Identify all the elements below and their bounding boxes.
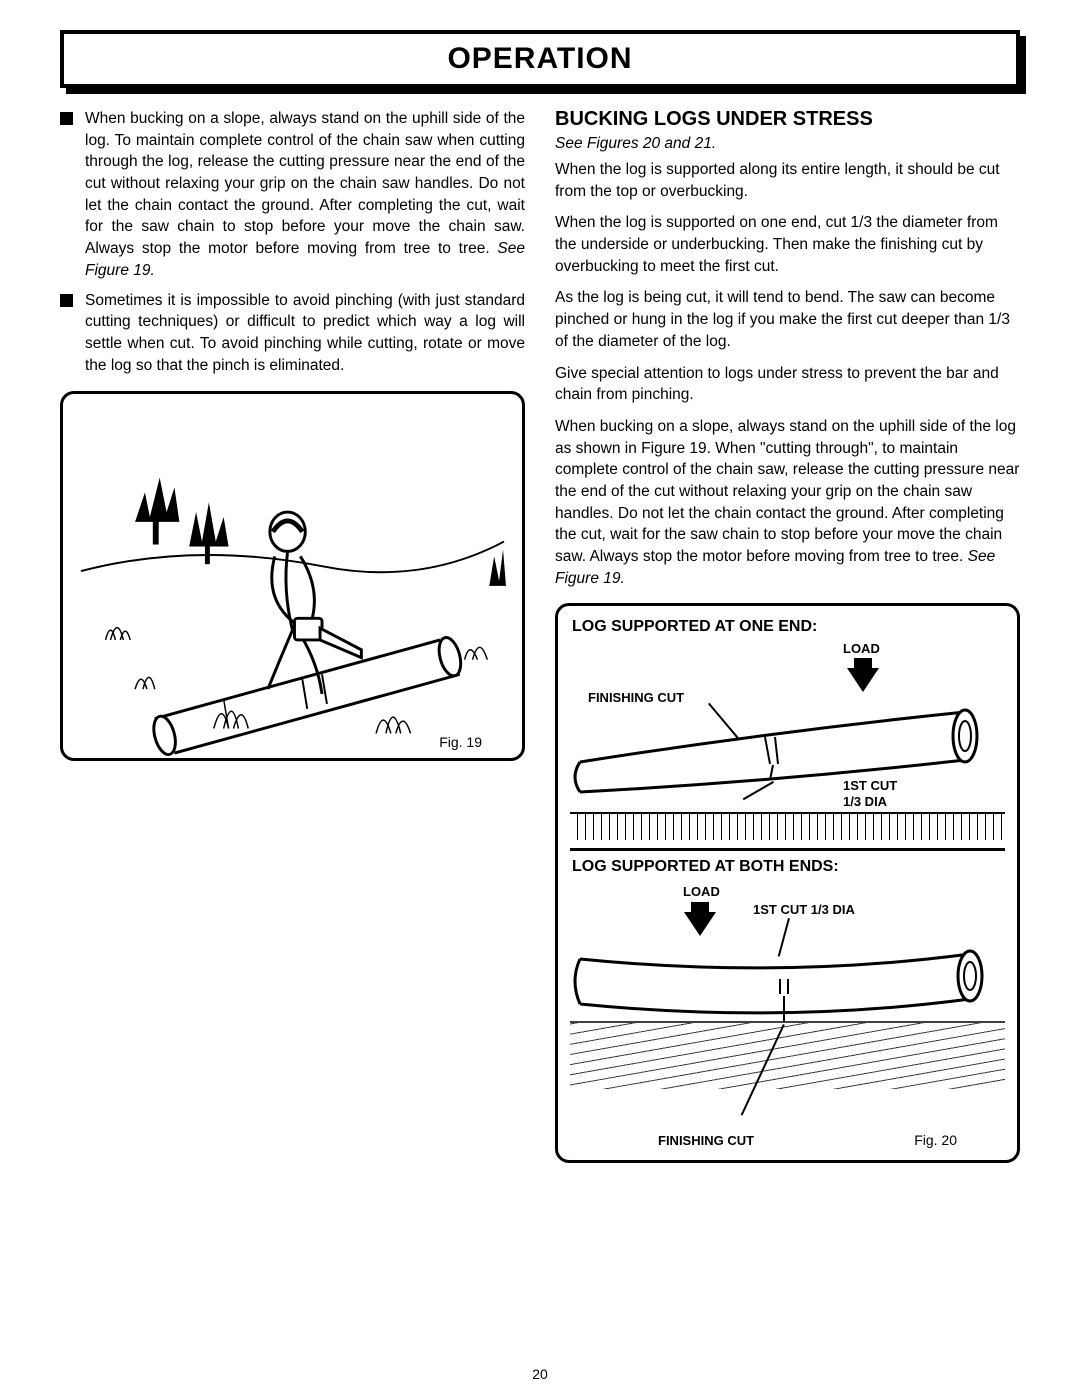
first-cut-label: 1ST CUT [843, 778, 897, 793]
paragraph: Give special attention to logs under str… [555, 363, 1020, 406]
right-column: BUCKING LOGS UNDER STRESS See Figures 20… [555, 108, 1020, 1163]
see-figures-ref: See Figures 20 and 21. [555, 135, 1020, 153]
divider-line [570, 848, 1005, 851]
figure-20-box: LOG SUPPORTED AT ONE END: LOAD FINISHING… [555, 603, 1020, 1163]
figure-19-illustration [63, 394, 522, 758]
load-arrow-icon-2 [684, 912, 716, 936]
left-column: When bucking on a slope, always stand on… [60, 108, 525, 1163]
paragraph: When the log is supported along its enti… [555, 159, 1020, 202]
ground-pattern-2 [570, 1021, 1005, 1089]
paragraph: When bucking on a slope, always stand on… [555, 416, 1020, 590]
fig20-subtitle-1: LOG SUPPORTED AT ONE END: [572, 618, 1003, 636]
figure-19-box: Fig. 19 [60, 391, 525, 761]
finishing-cut-label-2: FINISHING CUT [658, 1133, 754, 1148]
page-title-box: OPERATION [60, 30, 1020, 88]
paragraph: When the log is supported on one end, cu… [555, 212, 1020, 277]
load-arrow-icon [847, 668, 879, 692]
section-title: BUCKING LOGS UNDER STRESS [555, 108, 1020, 131]
bullet-marker [60, 294, 73, 307]
one-third-label: 1/3 DIA [843, 794, 887, 809]
bullet-text-1: When bucking on a slope, always stand on… [85, 108, 525, 282]
page-title: OPERATION [64, 42, 1016, 76]
figure-19-caption: Fig. 19 [439, 734, 482, 750]
log-one-end-illustration [570, 692, 990, 802]
paragraph: As the log is being cut, it will tend to… [555, 287, 1020, 352]
figure-20-caption: Fig. 20 [914, 1132, 957, 1148]
paragraph-5-text: When bucking on a slope, always stand on… [555, 418, 1019, 565]
bullet-1-text: When bucking on a slope, always stand on… [85, 110, 525, 257]
load-label: LOAD [843, 641, 880, 656]
bullet-item: Sometimes it is impossible to avoid pinc… [60, 290, 525, 377]
content-columns: When bucking on a slope, always stand on… [60, 108, 1020, 1163]
ground-pattern [570, 812, 1005, 840]
fig20-subtitle-2: LOG SUPPORTED AT BOTH ENDS: [572, 858, 839, 876]
first-cut-2-label: 1ST CUT 1/3 DIA [753, 902, 855, 917]
bullet-marker [60, 112, 73, 125]
page-number: 20 [532, 1366, 548, 1382]
load-label-2: LOAD [683, 884, 720, 899]
bullet-item: When bucking on a slope, always stand on… [60, 108, 525, 282]
bullet-text-2: Sometimes it is impossible to avoid pinc… [85, 290, 525, 377]
